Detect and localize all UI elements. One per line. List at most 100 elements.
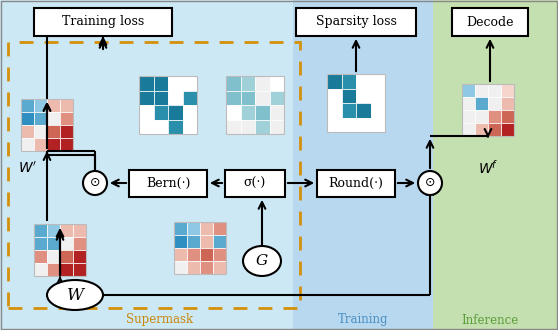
Bar [327, 74, 385, 132]
Bar [488, 84, 501, 97]
Bar [73, 263, 86, 276]
Bar [462, 110, 475, 123]
Bar [153, 105, 168, 119]
Bar [187, 261, 200, 274]
Bar [501, 97, 514, 110]
Bar [327, 74, 385, 132]
Bar [73, 237, 86, 250]
Bar [270, 76, 284, 90]
Text: Round(·): Round(·) [329, 177, 383, 189]
Bar [270, 119, 284, 134]
Bar [371, 103, 385, 117]
Bar [240, 119, 255, 134]
Bar [174, 235, 187, 248]
Bar [34, 112, 47, 125]
Bar [60, 250, 73, 263]
Bar [356, 88, 371, 103]
Bar [47, 112, 60, 125]
Bar [293, 0, 433, 330]
Bar [327, 88, 341, 103]
Bar [153, 90, 168, 105]
Bar [139, 90, 153, 105]
Bar [341, 103, 356, 117]
Bar [174, 248, 187, 261]
Text: Sparsity loss: Sparsity loss [316, 16, 396, 28]
Bar [255, 119, 270, 134]
Bar [225, 170, 285, 196]
Bar [21, 99, 34, 112]
Bar [34, 263, 47, 276]
Bar [200, 235, 213, 248]
Bar [47, 99, 60, 112]
Bar [356, 117, 371, 132]
Bar [182, 90, 197, 105]
Text: $\odot$: $\odot$ [424, 177, 436, 189]
Bar [168, 119, 182, 134]
Bar [47, 125, 60, 138]
Text: W: W [66, 286, 84, 304]
Bar [34, 8, 172, 36]
Circle shape [83, 171, 107, 195]
Bar [174, 222, 226, 274]
Bar [47, 263, 60, 276]
Circle shape [418, 171, 442, 195]
Bar [168, 90, 182, 105]
Bar [139, 76, 197, 134]
Bar [60, 125, 73, 138]
Bar [341, 117, 356, 132]
Text: Inference: Inference [461, 314, 518, 326]
Bar [341, 88, 356, 103]
Bar [200, 222, 213, 235]
Bar [327, 74, 341, 88]
Bar [317, 170, 395, 196]
Bar [139, 105, 153, 119]
Bar [34, 250, 47, 263]
Bar [34, 138, 47, 151]
Bar [255, 76, 270, 90]
Bar [182, 119, 197, 134]
Bar [60, 224, 73, 237]
Bar [327, 117, 341, 132]
Bar [240, 76, 255, 90]
Bar [452, 8, 528, 36]
Bar [270, 105, 284, 119]
Bar [187, 222, 200, 235]
Bar [475, 123, 488, 136]
Bar [60, 237, 73, 250]
Bar [187, 248, 200, 261]
Bar [501, 110, 514, 123]
Bar [488, 110, 501, 123]
Bar [34, 224, 86, 276]
Bar [371, 117, 385, 132]
Bar [226, 76, 284, 134]
Bar [187, 235, 200, 248]
Bar [475, 110, 488, 123]
Text: Training: Training [338, 314, 388, 326]
Bar [200, 248, 213, 261]
Bar [475, 97, 488, 110]
Bar [462, 123, 475, 136]
Bar [488, 123, 501, 136]
Bar [60, 112, 73, 125]
Bar [34, 125, 47, 138]
Text: Bern(·): Bern(·) [146, 177, 190, 189]
Bar [34, 237, 47, 250]
Bar [296, 8, 416, 36]
Bar [213, 261, 226, 274]
Bar [501, 84, 514, 97]
Bar [356, 74, 371, 88]
Bar [327, 103, 341, 117]
Bar [21, 112, 34, 125]
Bar [47, 224, 60, 237]
Bar [213, 248, 226, 261]
Bar [174, 222, 187, 235]
Bar [47, 138, 60, 151]
Bar [240, 105, 255, 119]
Bar [341, 74, 356, 88]
Bar [60, 138, 73, 151]
Bar [240, 90, 255, 105]
Bar [129, 170, 207, 196]
Bar [200, 261, 213, 274]
Bar [174, 222, 226, 274]
Text: $W^{\!f}$: $W^{\!f}$ [478, 159, 498, 177]
